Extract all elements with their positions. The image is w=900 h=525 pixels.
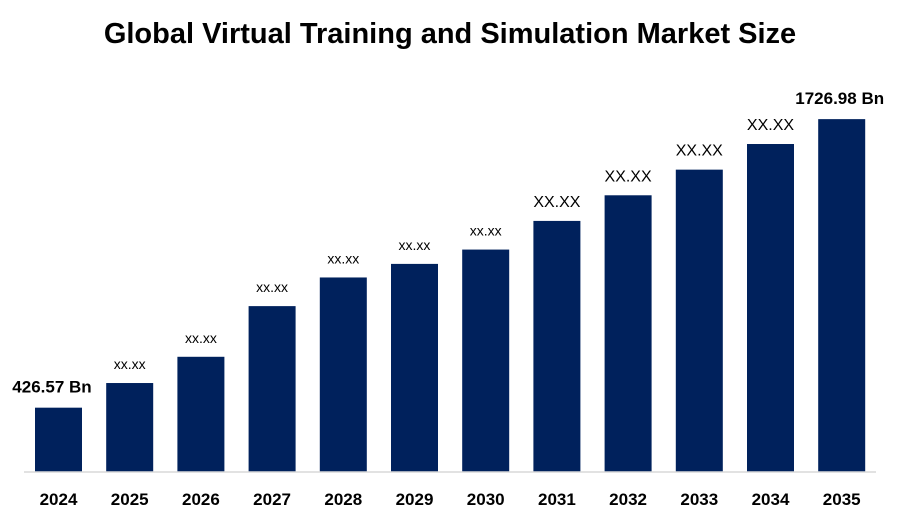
bar-2028 [319, 277, 367, 472]
bar-2025 [106, 383, 154, 472]
x-tick-label-2030: 2030 [467, 490, 505, 509]
bar-2024 [35, 407, 82, 472]
bar-2035 [818, 119, 866, 473]
x-tick-label-2034: 2034 [752, 490, 790, 509]
data-label-2033: XX.XX [676, 143, 723, 160]
x-tick-label-2026: 2026 [182, 490, 220, 509]
x-tick-label-2024: 2024 [40, 490, 78, 509]
bar-2027 [248, 306, 296, 472]
data-label-2034: XX.XX [747, 117, 794, 134]
data-label-2026: xx.xx [185, 330, 217, 346]
x-tick-labels-layer: 2024 2025 2026 2027 2028 2029 2030 2031 2032 2033… [40, 490, 861, 509]
bar-2033 [675, 169, 723, 472]
data-label-2029: xx.xx [399, 237, 431, 253]
x-tick-label-2025: 2025 [111, 490, 149, 509]
bar-2032 [604, 195, 652, 473]
data-label-2028: xx.xx [327, 250, 359, 266]
data-label-2024: 426.57 Bn [12, 378, 91, 397]
x-tick-label-2033: 2033 [680, 490, 718, 509]
data-labels-layer: 426.57 Bn xx.xx xx.xx xx.xx xx.xx xx.xx xx.xx X… [12, 89, 884, 397]
bar-2031 [533, 220, 581, 472]
x-tick-label-2032: 2032 [609, 490, 647, 509]
data-label-2027: xx.xx [256, 279, 288, 295]
bars-layer [35, 119, 866, 473]
bar-2026 [177, 356, 225, 472]
x-tick-label-2035: 2035 [823, 490, 861, 509]
x-tick-label-2031: 2031 [538, 490, 576, 509]
chart-title: Global Virtual Training and Simulation M… [103, 18, 797, 50]
x-tick-label-2027: 2027 [253, 490, 291, 509]
data-label-2035: 1726.98 Bn [795, 89, 884, 108]
x-tick-label-2028: 2028 [324, 490, 362, 509]
x-tick-label-2029: 2029 [396, 490, 434, 509]
bar-2029 [391, 263, 438, 472]
data-label-2030: xx.xx [470, 223, 502, 239]
data-label-2025: xx.xx [114, 356, 146, 372]
data-label-2032: XX.XX [605, 168, 652, 185]
data-label-2031: XX.XX [533, 194, 580, 211]
bar-2034 [747, 144, 794, 472]
bar-2030 [462, 249, 510, 472]
